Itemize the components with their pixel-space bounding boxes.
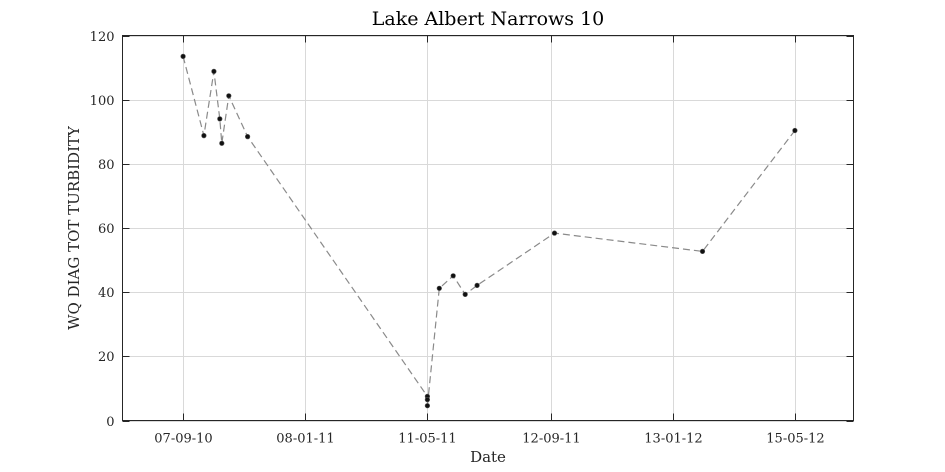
x-tick-label: 15-05-12 xyxy=(766,432,824,447)
axis-ticks xyxy=(122,35,854,422)
data-point xyxy=(211,68,217,74)
data-point xyxy=(424,403,431,409)
x-tick-label: 11-05-11 xyxy=(398,432,456,447)
data-point xyxy=(201,133,207,139)
data-point xyxy=(424,397,431,403)
data-point xyxy=(792,127,798,134)
y-tick-label: 100 xyxy=(90,94,115,109)
series-turbidity xyxy=(180,53,798,409)
data-point xyxy=(551,230,558,236)
data-point xyxy=(219,140,225,146)
x-axis-label: Date xyxy=(470,448,506,466)
grid xyxy=(122,35,854,422)
x-tick-label: 07-09-10 xyxy=(154,432,212,447)
x-tick-label: 12-09-11 xyxy=(522,432,580,447)
x-tick-label: 13-01-12 xyxy=(644,432,702,447)
data-point xyxy=(245,134,251,140)
tick-labels: 07-09-10 08-01-11 11-05-11 12-09-11 13-01-12… xyxy=(90,30,825,447)
y-tick-label: 60 xyxy=(98,222,115,237)
y-tick-label: 80 xyxy=(98,158,115,173)
data-point xyxy=(462,291,468,298)
y-tick-label: 120 xyxy=(90,30,115,45)
data-point xyxy=(699,248,706,254)
y-tick-label: 40 xyxy=(98,286,115,301)
y-tick-label: 20 xyxy=(98,350,115,365)
data-point xyxy=(180,53,186,60)
data-point xyxy=(450,273,456,279)
data-point xyxy=(474,282,480,289)
data-point xyxy=(217,116,223,122)
data-point xyxy=(226,93,232,99)
x-tick-label: 08-01-11 xyxy=(276,432,334,447)
chart-title: Lake Albert Narrows 10 xyxy=(372,8,605,30)
y-axis-label: WQ DIAG TOT TURBIDITY xyxy=(65,125,83,330)
y-tick-label: 0 xyxy=(106,415,114,430)
data-point xyxy=(436,285,442,291)
